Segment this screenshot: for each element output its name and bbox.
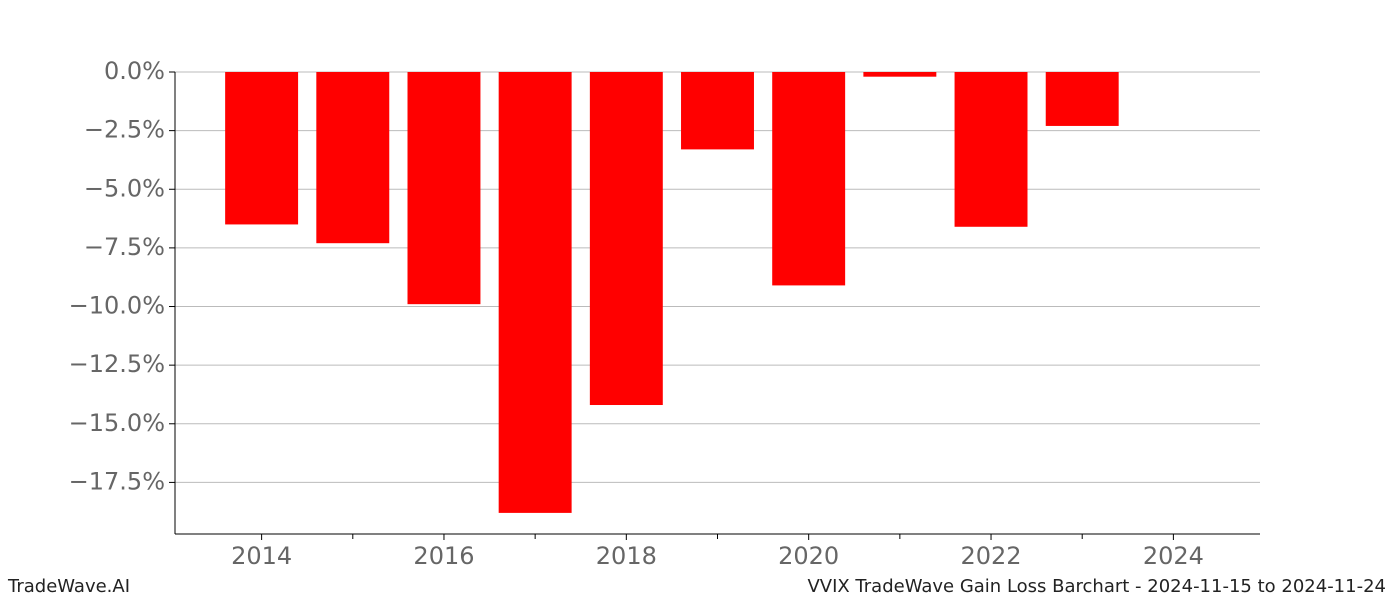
y-tick-label: −12.5%	[69, 350, 165, 378]
x-tick-label: 2018	[596, 542, 657, 570]
x-tick-label: 2024	[1143, 542, 1204, 570]
x-tick-label: 2020	[778, 542, 839, 570]
y-tick-label: −15.0%	[69, 409, 165, 437]
bar	[316, 72, 390, 244]
y-tick-label: 0.0%	[104, 57, 165, 85]
bar	[407, 72, 481, 305]
bar	[498, 72, 572, 513]
x-tick-label: 2016	[413, 542, 474, 570]
y-tick-label: −5.0%	[84, 174, 165, 202]
bar	[772, 72, 846, 286]
watermark: TradeWave.AI	[7, 576, 130, 597]
y-tick-label: −7.5%	[84, 233, 165, 261]
x-tick-label: 2014	[231, 542, 292, 570]
chart-title: VVIX TradeWave Gain Loss Barchart - 2024…	[807, 576, 1386, 597]
bar	[954, 72, 1028, 227]
bar	[681, 72, 754, 150]
bar	[1045, 72, 1119, 126]
bar	[863, 72, 937, 77]
y-tick-label: −2.5%	[84, 116, 165, 144]
y-tick-label: −17.5%	[69, 467, 165, 495]
bar	[225, 72, 299, 225]
x-tick-label: 2022	[960, 542, 1021, 570]
bar	[589, 72, 663, 406]
y-tick-label: −10.0%	[69, 292, 165, 320]
